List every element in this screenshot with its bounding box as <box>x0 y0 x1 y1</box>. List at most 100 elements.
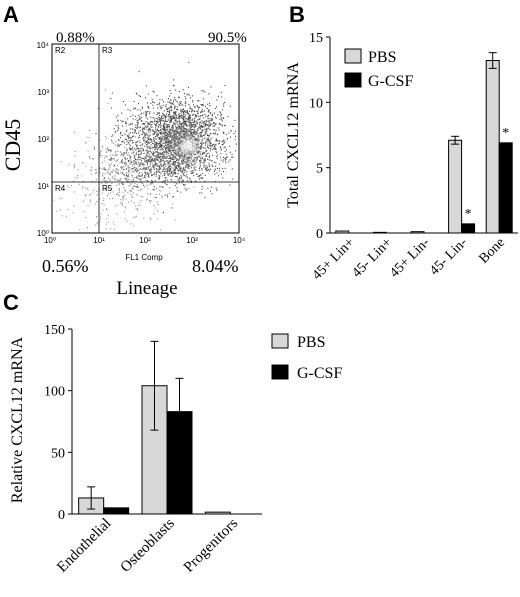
event-dot <box>110 149 112 151</box>
event-dot <box>191 125 193 127</box>
event-dot <box>186 135 188 137</box>
event-dot <box>179 121 181 123</box>
event-dot <box>191 137 194 139</box>
event-dot <box>153 188 155 190</box>
event-dot <box>85 217 87 219</box>
event-dot <box>161 158 163 160</box>
event-dot <box>178 180 180 182</box>
event-dot <box>119 151 121 153</box>
event-dot <box>164 118 166 120</box>
event-dot <box>182 111 184 113</box>
event-dot <box>158 126 160 128</box>
event-dot <box>198 141 200 144</box>
event-dot <box>183 127 185 129</box>
event-dot <box>181 109 183 111</box>
event-dot <box>142 196 144 198</box>
event-dot <box>142 127 144 129</box>
event-dot <box>109 189 111 191</box>
event-dot <box>135 143 137 145</box>
event-dot <box>167 166 169 168</box>
event-dot <box>176 138 178 140</box>
event-dot <box>126 143 128 145</box>
event-dot <box>169 116 171 118</box>
event-dot <box>179 143 182 146</box>
event-dot <box>150 168 152 170</box>
event-dot <box>126 151 128 153</box>
event-dot <box>152 166 154 168</box>
event-dot <box>129 156 131 158</box>
event-dot <box>106 208 107 210</box>
event-dot <box>136 176 138 177</box>
event-dot <box>186 94 188 96</box>
event-dot <box>179 101 181 103</box>
event-dot <box>162 125 164 127</box>
event-dot <box>209 144 211 146</box>
event-dot <box>102 175 104 177</box>
event-dot <box>184 122 186 124</box>
legend-swatch <box>271 364 289 380</box>
event-dot <box>147 180 149 182</box>
event-dot <box>112 154 114 156</box>
event-dot <box>194 146 196 148</box>
event-dot <box>178 140 180 142</box>
event-dot <box>143 132 145 134</box>
event-dot <box>122 120 124 122</box>
event-dot <box>178 91 180 93</box>
event-dot <box>171 174 173 176</box>
event-dot <box>186 118 188 120</box>
event-dot <box>194 138 196 140</box>
event-dot <box>165 170 167 172</box>
event-dot <box>176 152 178 154</box>
event-dot <box>176 128 178 131</box>
event-dot <box>104 177 106 179</box>
event-dot <box>155 175 157 177</box>
event-dot <box>130 122 132 124</box>
event-dot <box>169 169 171 171</box>
bar <box>485 60 500 234</box>
event-dot <box>220 153 222 155</box>
event-dot <box>87 150 89 152</box>
event-dot <box>182 111 184 113</box>
event-dot <box>136 163 138 165</box>
event-dot <box>188 144 190 147</box>
event-dot <box>130 190 132 192</box>
event-dot <box>170 153 172 155</box>
event-dot <box>189 117 191 119</box>
event-dot <box>136 169 138 171</box>
event-dot <box>124 162 126 164</box>
event-dot <box>160 116 162 118</box>
event-dot <box>118 183 120 185</box>
y-tick-label-4: 10⁴ <box>37 41 50 50</box>
event-dot <box>118 173 120 175</box>
event-dot <box>128 160 130 162</box>
event-dot <box>201 146 203 148</box>
event-dot <box>220 159 222 161</box>
event-dot <box>207 137 209 139</box>
event-dot <box>173 172 175 174</box>
event-dot <box>195 125 197 127</box>
event-dot <box>184 129 186 131</box>
event-dot <box>111 135 113 137</box>
event-dot <box>159 145 161 147</box>
event-dot <box>108 177 109 179</box>
event-dot <box>164 130 166 132</box>
event-dot <box>171 119 173 121</box>
event-dot <box>159 144 161 146</box>
event-dot <box>151 98 153 100</box>
event-dot <box>157 166 159 168</box>
event-dot <box>160 138 162 140</box>
event-dot <box>154 160 156 162</box>
event-dot <box>186 133 189 135</box>
event-dot <box>184 111 186 113</box>
event-dot <box>85 165 87 167</box>
event-dot <box>148 139 150 141</box>
event-dot <box>182 109 184 111</box>
event-dot <box>212 144 214 146</box>
event-dot <box>178 126 180 128</box>
event-dot <box>199 177 201 179</box>
event-dot <box>181 144 183 147</box>
event-dot <box>139 118 141 120</box>
event-dot <box>165 142 167 144</box>
event-dot <box>198 134 200 136</box>
event-dot <box>162 120 164 122</box>
